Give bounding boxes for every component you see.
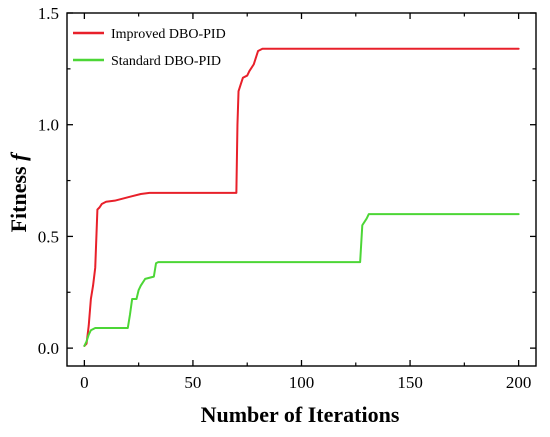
x-tick-label-1: 50 xyxy=(184,373,201,392)
axis-tick-labels: 0 50 100 150 200 0.0 0.5 1.0 1.5 xyxy=(38,4,532,392)
legend: Improved DBO-PID Standard DBO-PID xyxy=(73,27,226,69)
legend-label-improved: Improved DBO-PID xyxy=(111,27,226,42)
y-tick-label-1: 0.5 xyxy=(38,227,59,246)
axis-ticks xyxy=(67,12,536,366)
x-axis-title: Number of Iterations xyxy=(201,402,400,427)
x-tick-label-2: 100 xyxy=(289,373,315,392)
y-tick-label-2: 1.0 xyxy=(38,116,59,135)
x-tick-label-0: 0 xyxy=(80,373,89,392)
series-lines xyxy=(83,47,520,347)
x-tick-label-3: 150 xyxy=(397,373,423,392)
y-axis-title-symbol: f xyxy=(6,151,31,161)
x-tick-label-4: 200 xyxy=(506,373,532,392)
y-axis-title-main: Fitness xyxy=(6,161,31,233)
legend-label-standard: Standard DBO-PID xyxy=(111,54,221,69)
y-tick-label-3: 1.5 xyxy=(38,4,59,23)
y-axis-title: Fitness f xyxy=(6,151,31,233)
series-line-improved-dbo-pid xyxy=(83,47,520,347)
y-tick-label-0: 0.0 xyxy=(38,339,59,358)
series-line-standard-dbo-pid xyxy=(83,213,520,347)
